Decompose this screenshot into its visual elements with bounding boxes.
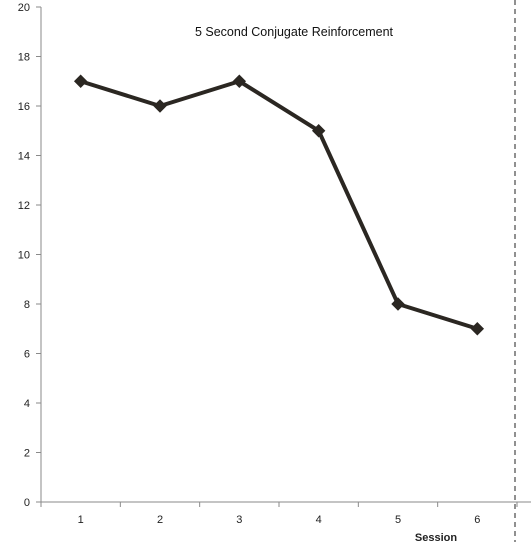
data-point-marker [470, 322, 485, 336]
y-tick-label: 12 [18, 200, 30, 212]
series-line [80, 79, 478, 331]
x-tick-label: 6 [474, 514, 480, 526]
data-series [73, 74, 485, 336]
y-tick-label: 0 [24, 497, 30, 509]
y-tick-label: 10 [18, 250, 30, 262]
data-point-marker [391, 297, 405, 311]
data-point-marker [73, 74, 88, 88]
y-tick-label: 2 [24, 448, 30, 460]
y-tick-label: 14 [18, 151, 30, 163]
axes [36, 0, 531, 542]
y-tick-label: 4 [24, 398, 30, 410]
x-tick-label: 5 [395, 514, 401, 526]
x-tick-label: 2 [157, 514, 163, 526]
y-tick-label: 6 [24, 349, 30, 361]
y-tick-label: 20 [18, 2, 30, 14]
y-tick-label: 8 [24, 299, 30, 311]
x-tick-label: 1 [78, 514, 84, 526]
data-point-marker [311, 124, 326, 138]
x-tick-label: 3 [236, 514, 242, 526]
x-axis-label: Session [415, 532, 457, 544]
data-point-marker [153, 99, 167, 113]
data-point-marker [232, 74, 247, 88]
y-tick-label: 16 [18, 101, 30, 113]
x-tick-label: 4 [316, 514, 322, 526]
y-tick-label: 18 [18, 52, 30, 64]
chart-title: 5 Second Conjugate Reinforcement [195, 25, 394, 39]
